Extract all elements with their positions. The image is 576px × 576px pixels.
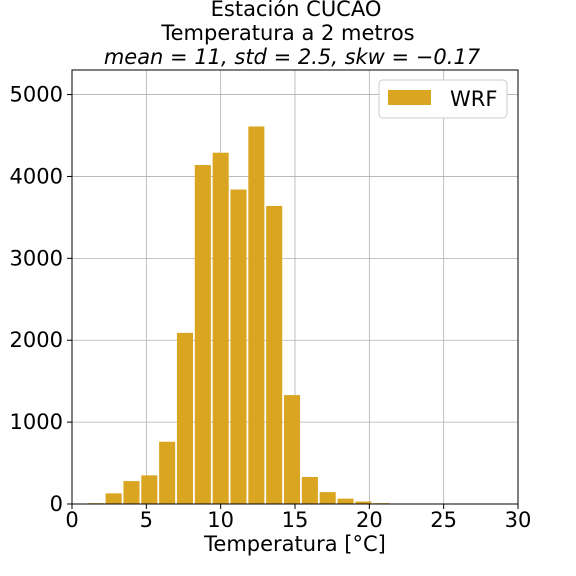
legend-swatch-wrf [388,90,431,105]
histogram-bar [212,152,229,504]
chart-title-line-1: Estación CUCAO [211,0,382,21]
histogram-bar [159,441,176,504]
x-tick-label: 10 [207,508,234,532]
histogram-bar [355,501,372,504]
x-axis-ticks: 0 5 10 15 20 25 30 [65,504,531,532]
x-tick-label: 30 [505,508,532,532]
x-tick-label: 0 [65,508,78,532]
histogram-bar [319,492,336,504]
y-tick-label: 1000 [10,410,63,434]
x-tick-label: 15 [282,508,309,532]
x-axis-label: Temperatura [°C] [203,532,386,556]
y-tick-label: 4000 [10,164,63,188]
histogram-bar [105,493,122,504]
bars [87,126,390,504]
y-axis-ticks: 0 1000 2000 3000 4000 5000 [10,83,72,516]
x-tick-label: 20 [356,508,383,532]
legend-box [378,79,508,119]
histogram-bar [194,164,211,504]
histogram-bar [176,332,194,504]
y-tick-label: 5000 [10,83,63,107]
chart-title: Estación CUCAO Temperatura a 2 metros me… [104,0,481,69]
histogram-bar [301,476,318,504]
x-tick-label: 5 [140,508,153,532]
y-tick-label: 2000 [10,328,63,352]
histogram-bar [248,126,265,504]
x-tick-label: 25 [430,508,457,532]
histogram-bar [230,189,247,504]
histogram-bar [283,395,301,504]
y-tick-label: 3000 [10,246,63,270]
chart-title-line-2: Temperatura a 2 metros [160,21,414,45]
histogram-bar [141,475,158,504]
chart-stats-line: mean = 11, std = 2.5, skw = −0.17 [104,45,481,69]
histogram-bar [337,498,354,504]
y-tick-label: 0 [50,492,63,516]
legend-label-wrf: WRF [450,87,497,111]
histogram-bar [266,205,283,504]
histogram-bar [123,481,140,504]
legend: WRF [378,79,508,119]
